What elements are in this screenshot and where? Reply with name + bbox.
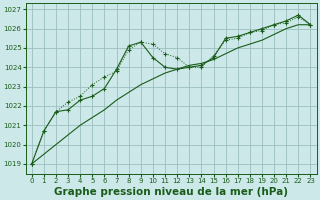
X-axis label: Graphe pression niveau de la mer (hPa): Graphe pression niveau de la mer (hPa) xyxy=(54,187,288,197)
